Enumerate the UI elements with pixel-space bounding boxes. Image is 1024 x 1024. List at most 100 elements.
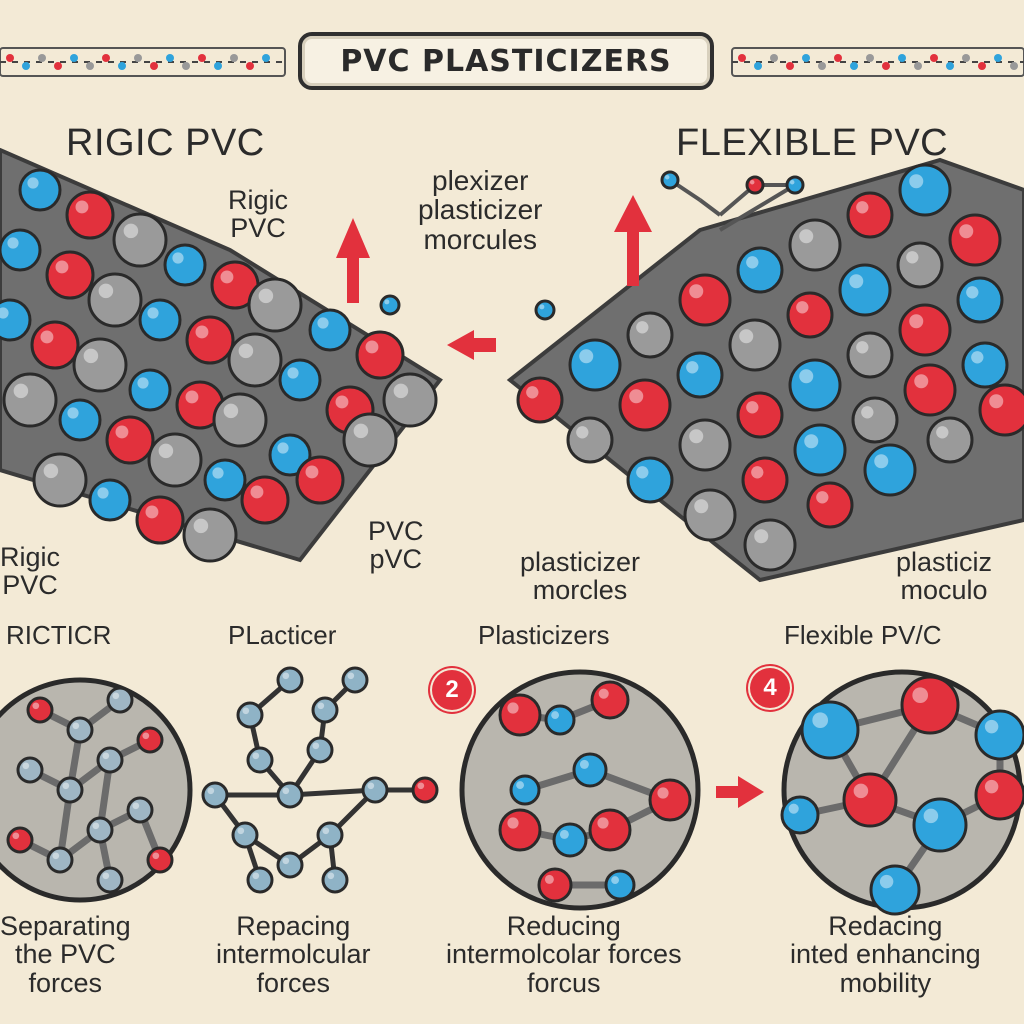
atom-highlight <box>22 762 30 770</box>
atom <box>978 383 1024 437</box>
atom-highlight <box>132 802 140 810</box>
atom <box>72 337 128 393</box>
atom <box>626 311 674 359</box>
atom-highlight <box>75 200 89 214</box>
atom-highlight <box>874 454 889 469</box>
atom-highlight <box>322 827 330 835</box>
step-1-heading: RICTICR <box>6 620 112 650</box>
page-title: PVC PLASTICIZERS <box>340 43 672 79</box>
plasticizer-molecules-far-right-label: plasticiz moculo <box>896 547 993 606</box>
atom <box>2 372 58 428</box>
atom-highlight <box>287 367 299 379</box>
atom <box>728 318 782 372</box>
bead <box>54 62 62 70</box>
atom-highlight <box>914 374 929 389</box>
title-badge: PVC PLASTICIZERS <box>298 32 714 90</box>
atom <box>341 666 369 694</box>
atom <box>869 864 921 916</box>
atom <box>231 821 259 849</box>
atom-highlight <box>751 466 764 479</box>
atom <box>846 331 894 379</box>
atom <box>590 680 630 720</box>
atom-highlight <box>158 443 174 459</box>
step-3-caption: Reducing intermolcolar forces forcus <box>446 911 682 998</box>
atom <box>898 163 952 217</box>
atom <box>126 796 154 824</box>
atom <box>276 666 304 694</box>
atom-highlight <box>909 174 924 189</box>
atom <box>900 675 960 735</box>
atom <box>56 776 84 804</box>
atom-highlight <box>804 434 819 449</box>
atom <box>780 795 820 835</box>
bead <box>1010 62 1018 70</box>
atom-highlight <box>102 752 110 760</box>
atom-highlight <box>984 779 999 794</box>
atom <box>534 299 556 321</box>
atom-highlight <box>597 817 609 829</box>
atom <box>96 866 124 894</box>
bead <box>134 54 142 62</box>
atom-highlight <box>55 260 69 274</box>
atom-highlight <box>252 872 260 880</box>
step-3-circle <box>459 669 701 911</box>
atom <box>26 696 54 724</box>
atom-highlight <box>238 343 254 359</box>
atom-highlight <box>223 403 239 419</box>
bead <box>866 54 874 62</box>
atom <box>741 456 789 504</box>
atom-highlight <box>305 465 319 479</box>
atom <box>793 423 847 477</box>
atom <box>498 808 542 852</box>
atom <box>896 241 944 289</box>
atom-highlight <box>788 803 799 814</box>
atom <box>112 212 168 268</box>
atom <box>16 756 44 784</box>
atom-highlight <box>258 288 274 304</box>
step-4-circle <box>780 669 1024 916</box>
bead <box>754 62 762 70</box>
atom <box>379 294 401 316</box>
atom <box>678 273 732 327</box>
atom <box>146 846 174 874</box>
atom-highlight <box>123 223 139 239</box>
atom-highlight <box>966 286 979 299</box>
step-1-circle <box>0 677 193 903</box>
atom-highlight <box>936 426 949 439</box>
atom-highlight <box>657 787 669 799</box>
atom <box>648 778 692 822</box>
atom <box>956 276 1004 324</box>
atom-highlight <box>97 487 109 499</box>
atom-highlight <box>220 270 234 284</box>
bead <box>118 62 126 70</box>
atom-highlight <box>0 307 9 319</box>
atom <box>516 376 564 424</box>
atom-highlight <box>507 702 519 714</box>
atom-highlight <box>746 401 759 414</box>
step-2-caption: Repacing intermolcular forces <box>216 911 371 998</box>
atom <box>382 372 438 428</box>
atom <box>342 412 398 468</box>
bead <box>246 62 254 70</box>
floating-molecule <box>660 170 805 232</box>
atom-highlight <box>195 325 209 339</box>
step-3-number-badge: 2 <box>432 670 472 710</box>
atom-highlight <box>971 351 984 364</box>
atom-highlight <box>559 829 569 839</box>
atom-highlight <box>796 301 809 314</box>
atom-highlight <box>185 390 199 404</box>
atom-highlight <box>13 383 29 399</box>
atom <box>6 826 34 854</box>
atom <box>295 455 345 505</box>
atom <box>106 686 134 714</box>
flexible-pvc-heading: FLEXIBLE PVC <box>676 122 949 164</box>
atom <box>903 363 957 417</box>
left-arrow-center <box>447 330 496 360</box>
atom-highlight <box>327 872 335 880</box>
atom-highlight <box>629 389 644 404</box>
rigid-pvc-heading: RIGIC PVC <box>66 122 265 164</box>
atom-highlight <box>282 672 290 680</box>
atom <box>736 246 784 294</box>
